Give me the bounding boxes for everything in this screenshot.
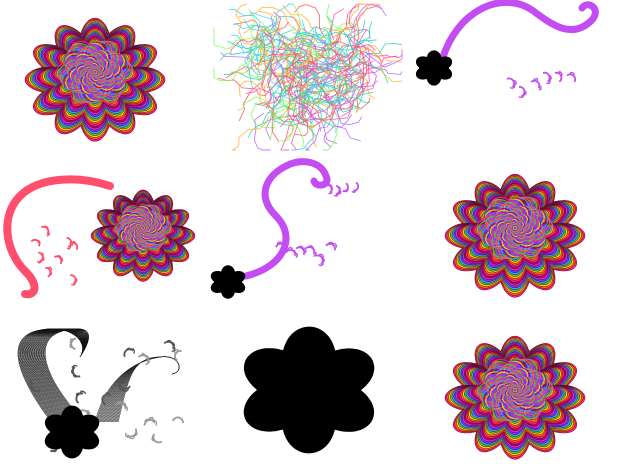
spiral-flower-art bbox=[444, 173, 586, 298]
solid-flower bbox=[243, 326, 375, 454]
tile-6-spiral-flower bbox=[412, 156, 618, 312]
curl-flower-art bbox=[415, 0, 599, 98]
tile-7-sketch bbox=[0, 312, 206, 468]
curl-flower bbox=[438, 0, 599, 98]
spiral-flower-art bbox=[24, 17, 166, 142]
black-flower bbox=[210, 265, 246, 299]
curl-flower bbox=[242, 158, 360, 280]
tile-8-solid-flower bbox=[206, 312, 412, 468]
tile-1-spiral-flower bbox=[0, 0, 206, 156]
spiral-flower bbox=[24, 17, 166, 142]
tangle bbox=[213, 3, 403, 151]
tile-2-tangle bbox=[206, 0, 412, 156]
black-flower bbox=[44, 405, 100, 459]
curl-spiral-flower-art bbox=[3, 175, 196, 299]
spiral-flower bbox=[90, 189, 196, 282]
spiral-flower bbox=[444, 173, 586, 298]
spiral-flower-art bbox=[444, 335, 586, 460]
sketch bbox=[17, 328, 184, 453]
tile-5-curl-flower bbox=[206, 156, 412, 312]
tangle-art bbox=[213, 3, 403, 151]
sketch-art bbox=[17, 328, 184, 459]
black-flower bbox=[415, 50, 453, 86]
tile-9-spiral-flower bbox=[412, 312, 618, 468]
tile-4-curl-spiral-flower bbox=[0, 156, 206, 312]
tile-3-curl-flower bbox=[412, 0, 618, 156]
solid-flower-art bbox=[243, 326, 375, 454]
spiral-flower bbox=[444, 335, 586, 460]
curl-flower-art bbox=[210, 158, 360, 299]
curl-spiral-flower bbox=[3, 175, 114, 299]
